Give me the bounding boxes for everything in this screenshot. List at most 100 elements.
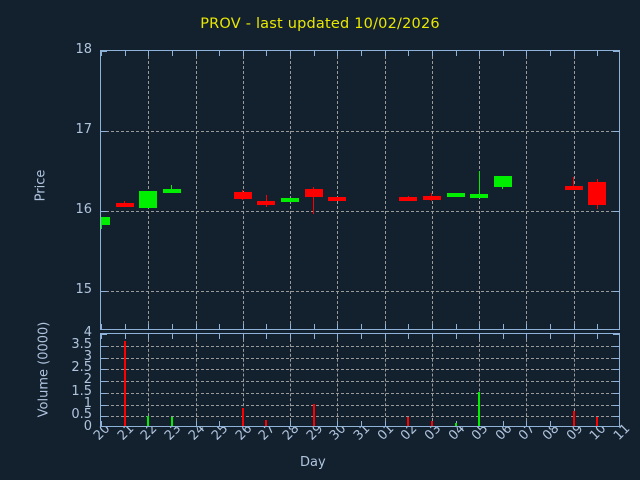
axis-tick (101, 334, 107, 335)
axis-tick (502, 324, 504, 329)
axis-tick (101, 381, 107, 382)
axis-tick (313, 51, 315, 56)
axis-tick (526, 334, 528, 339)
gridline-horizontal (101, 416, 619, 418)
axis-tick (502, 51, 504, 56)
volume-bar (430, 420, 433, 426)
gridline-vertical (290, 51, 292, 329)
gridline-vertical (479, 334, 481, 426)
candle-wick (313, 187, 315, 215)
volume-bar (454, 423, 457, 426)
volume-plot-area (100, 333, 620, 427)
volume-bar (241, 407, 244, 426)
axis-tick (101, 392, 107, 394)
axis-tick (148, 324, 150, 329)
axis-tick (573, 324, 575, 329)
axis-tick (242, 334, 244, 339)
axis-tick (613, 51, 619, 52)
day-axis-title: Day (300, 455, 326, 470)
axis-tick (195, 51, 197, 56)
axis-tick (479, 334, 481, 339)
gridline-vertical (526, 334, 528, 426)
volume-ytick-label: 2.5 (71, 360, 92, 376)
axis-tick (101, 345, 107, 347)
candle-body (257, 200, 276, 205)
candle-body (446, 192, 465, 197)
candle-body (399, 197, 418, 202)
chart-title: PROV - last updated 10/02/2026 (200, 16, 440, 32)
volume-ytick-label: 4 (83, 325, 92, 340)
axis-tick (613, 416, 619, 418)
axis-tick (431, 51, 433, 56)
axis-tick (550, 421, 552, 426)
axis-tick (597, 324, 599, 329)
axis-tick (408, 334, 410, 339)
axis-tick (101, 334, 102, 339)
volume-ytick-label: 2 (83, 372, 92, 387)
axis-tick (124, 51, 126, 56)
axis-tick (101, 369, 107, 371)
axis-tick (290, 421, 292, 426)
axis-tick (597, 334, 599, 339)
axis-tick (613, 404, 619, 406)
gridline-horizontal (101, 357, 619, 359)
gridline-vertical (195, 334, 197, 426)
volume-ytick-label: 1.5 (71, 383, 92, 399)
axis-tick (384, 324, 386, 329)
axis-tick (101, 421, 102, 426)
axis-tick (431, 324, 433, 329)
volume-bar (572, 411, 575, 426)
volume-bar (170, 417, 173, 426)
gridline-vertical (337, 334, 339, 426)
axis-tick (613, 211, 619, 212)
axis-tick (384, 334, 386, 339)
axis-tick (242, 51, 244, 56)
candle-body (101, 216, 110, 225)
axis-tick (266, 324, 268, 329)
axis-tick (290, 51, 292, 56)
axis-tick (526, 51, 528, 56)
volume-bar (312, 403, 315, 426)
axis-tick (337, 421, 339, 426)
axis-tick (613, 357, 619, 359)
gridline-vertical (242, 51, 244, 329)
gridline-horizontal (101, 404, 619, 406)
candle-body (588, 182, 607, 206)
axis-tick (479, 51, 481, 56)
axis-tick (242, 324, 244, 329)
volume-bar (123, 340, 126, 426)
axis-tick (171, 334, 173, 339)
axis-tick (313, 324, 315, 329)
axis-tick (613, 369, 619, 371)
axis-tick (613, 131, 619, 132)
axis-tick (195, 334, 197, 339)
gridline-horizontal (101, 345, 619, 347)
candle-body (281, 198, 300, 203)
axis-tick (101, 51, 102, 56)
axis-tick (337, 334, 339, 339)
volume-ytick-label: 0 (83, 419, 92, 434)
gridline-vertical (195, 51, 197, 329)
axis-tick (550, 324, 552, 329)
price-axis-title: Price (33, 169, 49, 202)
price-ytick-label: 17 (75, 122, 92, 137)
axis-tick (148, 334, 150, 339)
axis-tick (195, 421, 197, 426)
axis-tick (526, 324, 528, 329)
gridline-vertical (526, 51, 528, 329)
gridline-vertical (479, 51, 481, 329)
axis-tick (502, 334, 504, 339)
gridline-vertical (148, 51, 150, 329)
axis-tick (101, 404, 107, 406)
axis-tick (313, 334, 315, 339)
volume-ytick-label: 3.5 (71, 336, 92, 352)
axis-tick (384, 421, 386, 426)
axis-tick (613, 291, 619, 292)
candle-body (493, 175, 512, 187)
volume-bar (407, 416, 410, 426)
candle-wick (573, 176, 575, 190)
axis-tick (219, 324, 221, 329)
candle-wick (478, 171, 480, 196)
axis-tick (101, 357, 107, 359)
gridline-horizontal (101, 131, 619, 132)
